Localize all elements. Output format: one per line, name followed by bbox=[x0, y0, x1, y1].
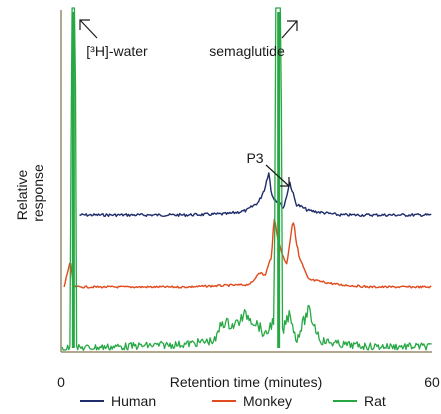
legend-label-rat: Rat bbox=[364, 393, 386, 409]
arrow-water-line bbox=[79, 19, 98, 39]
legend: Human Monkey Rat bbox=[80, 393, 386, 409]
arrow-sema-line bbox=[281, 20, 298, 39]
y-axis-label-line-1: Relative bbox=[14, 169, 30, 220]
annotation-p3: P3 bbox=[246, 150, 263, 166]
legend-label-monkey: Monkey bbox=[243, 393, 292, 409]
series-line-rat bbox=[60, 7, 432, 351]
arrow-water-head bbox=[79, 19, 90, 30]
arrow-p3-line bbox=[265, 164, 290, 187]
series-line-monkey bbox=[63, 218, 432, 289]
x-tick-label-60: 60 bbox=[424, 374, 440, 390]
chart-traces bbox=[60, 7, 432, 351]
annotation-water: [³H]-water bbox=[86, 43, 148, 59]
arrow-sema-head bbox=[287, 20, 298, 31]
x-axis-label: Retention time (minutes) bbox=[170, 374, 323, 390]
arrow-p3-head bbox=[280, 177, 290, 187]
y-axis-label-line-2: response bbox=[30, 164, 46, 222]
annotation-semaglutide: semaglutide bbox=[209, 43, 285, 59]
legend-label-human: Human bbox=[111, 393, 156, 409]
x-tick-label-0: 0 bbox=[57, 374, 65, 390]
series-line-human bbox=[79, 172, 432, 218]
y-axis-label: Relative response bbox=[14, 164, 46, 222]
